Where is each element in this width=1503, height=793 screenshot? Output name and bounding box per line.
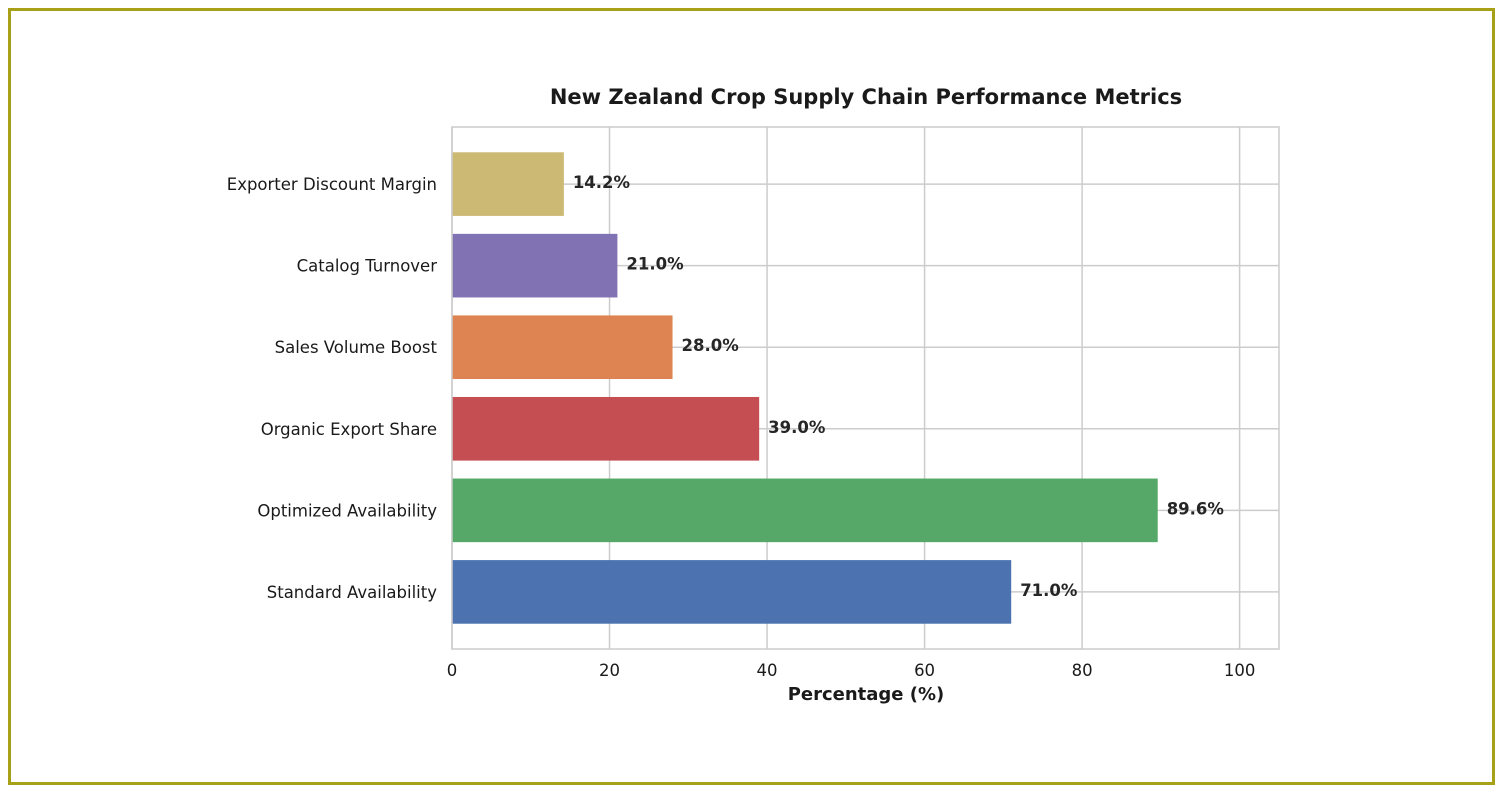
category-label: Exporter Discount Margin [227,175,437,194]
figure-frame [8,8,1495,785]
category-label: Organic Export Share [261,420,437,439]
bar [452,396,760,461]
x-tick-label: 100 [1224,661,1256,680]
bar [452,560,1012,624]
category-labels: Standard Availability Optimized Availabil… [227,175,438,602]
x-tick-label: 20 [599,661,620,680]
data-label: 89.6% [1167,499,1225,518]
category-label: Sales Volume Boost [275,338,438,357]
category-label: Optimized Availability [257,501,437,520]
plot-border [451,126,1280,650]
data-label: 39.0% [768,418,826,437]
x-tick-label: 80 [1072,661,1093,680]
x-tick-label: 0 [447,661,458,680]
data-label: 21.0% [626,255,684,274]
bars [452,152,1158,624]
bar [452,478,1158,543]
data-label: 28.0% [682,336,740,355]
value-labels: 71.0% 89.6% 39.0% 28.0% 21.0% 14.2% [573,173,1225,600]
x-axis-title: Percentage (%) [788,684,945,705]
x-tick-label: 60 [914,661,935,680]
x-tick-labels: 0 20 40 60 80 100 [447,661,1256,680]
bar [452,315,673,380]
category-label: Standard Availability [267,583,437,602]
bar [452,233,618,298]
bar [452,152,564,216]
category-label: Catalog Turnover [297,257,438,276]
data-label: 71.0% [1020,581,1078,600]
x-tick-label: 40 [757,661,778,680]
chart-title: New Zealand Crop Supply Chain Performanc… [550,85,1182,109]
data-label: 14.2% [573,173,631,192]
